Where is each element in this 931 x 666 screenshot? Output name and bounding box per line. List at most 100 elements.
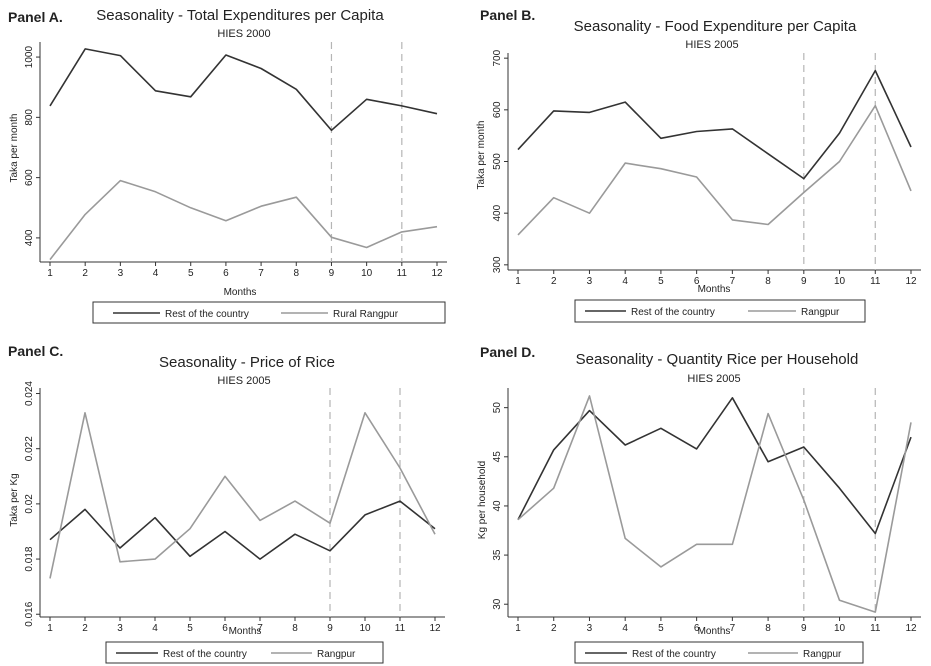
y-tick-label: 400 [24, 229, 35, 246]
panel-a-legend-rest: Rest of the country [165, 309, 249, 320]
series-line-rest-of-country [49, 500, 436, 560]
y-tick-label: 0.022 [24, 436, 35, 461]
x-tick-label: 5 [187, 623, 193, 634]
x-tick-label: 8 [765, 276, 771, 287]
panel-b-xlabel: Months [698, 284, 731, 295]
x-tick-label: 9 [801, 276, 807, 287]
x-tick-label: 10 [361, 268, 373, 279]
x-tick-label: 8 [292, 623, 298, 634]
panel-b-ylabel: Taka per month [476, 121, 487, 190]
x-tick-label: 3 [587, 276, 593, 287]
panel-a-title: Seasonality - Total Expenditures per Cap… [96, 7, 384, 24]
y-tick-label: 30 [492, 598, 503, 610]
x-tick-label: 2 [551, 276, 557, 287]
x-tick-label: 3 [118, 268, 124, 279]
panel-d-legend-rangpur: Rangpur [803, 649, 842, 660]
panel-d-xlabel: Months [698, 626, 731, 637]
x-tick-label: 5 [658, 276, 664, 287]
panel-b-legend-box [574, 299, 866, 323]
panel-c-legend-rest: Rest of the country [163, 649, 247, 660]
panel-a-label: Panel A. [8, 9, 63, 25]
x-tick-label: 7 [730, 623, 736, 634]
panel-a-xlabel: Months [224, 287, 257, 298]
x-tick-label: 6 [694, 276, 700, 287]
x-tick-label: 3 [587, 623, 593, 634]
x-tick-label: 3 [117, 623, 123, 634]
x-tick-label: 12 [905, 623, 917, 634]
x-tick-label: 7 [258, 268, 264, 279]
series-line-rangpur [517, 395, 912, 613]
x-tick-label: 4 [622, 276, 628, 287]
panel-b-legend-rangpur: Rangpur [801, 307, 840, 318]
x-tick-label: 5 [658, 623, 664, 634]
panel-b: Panel B. Seasonality - Food Expenditure … [476, 7, 921, 323]
x-tick-label: 10 [834, 276, 846, 287]
y-tick-label: 0.02 [24, 494, 35, 514]
y-tick-label: 40 [492, 500, 503, 512]
y-tick-label: 0.024 [24, 381, 35, 406]
x-tick-label: 2 [82, 268, 88, 279]
panel-d-subtitle: HIES 2005 [687, 373, 740, 385]
y-tick-label: 400 [492, 204, 503, 221]
panel-a-ylabel: Taka per month [9, 114, 20, 183]
panel-c-label: Panel C. [8, 343, 63, 359]
series-line-rangpur [49, 411, 436, 579]
x-tick-label: 4 [152, 623, 158, 634]
panel-a-legend-box [92, 301, 446, 324]
series-line-rangpur [517, 104, 912, 236]
panel-c-xlabel: Months [229, 626, 262, 637]
y-tick-label: 800 [24, 109, 35, 126]
x-tick-label: 1 [47, 268, 53, 279]
series-line-rest-of-country [517, 69, 912, 180]
panel-d-legend-box [574, 641, 864, 664]
x-tick-label: 1 [515, 623, 521, 634]
x-tick-label: 4 [153, 268, 159, 279]
panel-c-legend-rangpur: Rangpur [317, 649, 356, 660]
panel-a-subtitle: HIES 2000 [217, 28, 270, 40]
x-tick-label: 8 [293, 268, 299, 279]
y-tick-label: 0.016 [24, 601, 35, 626]
panel-d: Panel D. Seasonality - Quantity Rice per… [477, 344, 921, 664]
x-tick-label: 9 [329, 268, 335, 279]
x-tick-label: 9 [801, 623, 807, 634]
panel-c-title: Seasonality - Price of Rice [159, 354, 335, 371]
panel-b-legend-rest: Rest of the country [631, 307, 715, 318]
panel-b-label: Panel B. [480, 7, 535, 23]
x-tick-label: 9 [327, 623, 333, 634]
x-tick-label: 10 [359, 623, 371, 634]
panel-a-legend-rangpur: Rural Rangpur [333, 309, 399, 320]
x-tick-label: 10 [834, 623, 846, 634]
x-tick-label: 12 [905, 276, 917, 287]
series-line-rest-of-country [49, 48, 438, 132]
y-tick-label: 45 [492, 451, 503, 463]
panel-d-label: Panel D. [480, 344, 535, 360]
panel-b-subtitle: HIES 2005 [685, 39, 738, 51]
x-tick-label: 2 [551, 623, 557, 634]
x-tick-label: 12 [431, 268, 443, 279]
y-tick-label: 1000 [24, 46, 35, 69]
x-tick-label: 5 [188, 268, 194, 279]
y-tick-label: 500 [492, 153, 503, 170]
series-line-rest-of-country [517, 396, 912, 535]
y-tick-label: 35 [492, 549, 503, 561]
x-tick-label: 11 [870, 623, 881, 634]
panel-d-legend-rest: Rest of the country [632, 649, 716, 660]
x-tick-label: 7 [730, 276, 736, 287]
y-tick-label: 600 [492, 101, 503, 118]
y-tick-label: 300 [492, 256, 503, 273]
x-tick-label: 11 [395, 623, 406, 634]
x-tick-label: 4 [622, 623, 628, 634]
x-tick-label: 6 [223, 268, 229, 279]
x-tick-label: 6 [222, 623, 228, 634]
panel-c-ylabel: Taka per Kg [9, 473, 20, 526]
panel-b-title: Seasonality - Food Expenditure per Capit… [574, 18, 857, 35]
x-tick-label: 1 [47, 623, 53, 634]
x-tick-label: 2 [82, 623, 88, 634]
x-tick-label: 11 [870, 276, 881, 287]
x-tick-label: 11 [397, 268, 408, 279]
